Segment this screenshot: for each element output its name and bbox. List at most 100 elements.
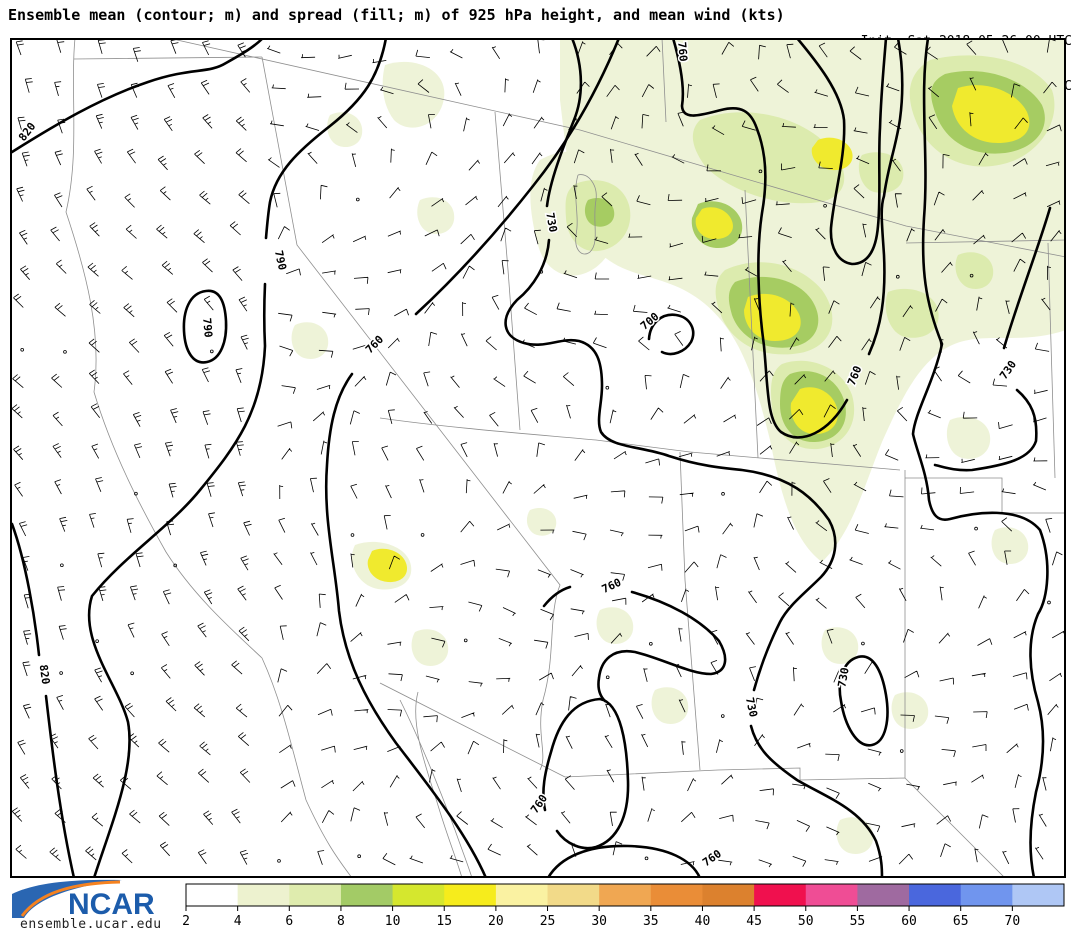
- coastline: [65, 38, 353, 878]
- colorbar-tick-label: 45: [746, 914, 762, 929]
- calm-wind-dot: [420, 533, 425, 537]
- calm-wind-dot: [60, 563, 64, 568]
- contour-730-ne: [933, 206, 1052, 472]
- contour-760-trough: [671, 38, 904, 439]
- contour-label-760: 760: [675, 41, 690, 62]
- contour-label-730: 730: [835, 666, 851, 688]
- colorbar-tick-label: 6: [285, 914, 293, 929]
- colorbar-tick-label: 35: [643, 914, 659, 929]
- map-border: [10, 38, 1066, 878]
- colorbar-cell: [289, 884, 342, 906]
- calm-wind-dot: [974, 526, 978, 531]
- colorbar-cell: [186, 884, 239, 906]
- contour-760-nw: [324, 38, 621, 878]
- colorbar-tick-label: 70: [1005, 914, 1021, 929]
- contour-label-760: 760: [700, 847, 724, 869]
- calm-wind-dot: [605, 385, 610, 390]
- calm-wind-dot: [683, 54, 688, 59]
- calm-wind-dot: [861, 641, 865, 646]
- colorbar-tick-label: 30: [591, 914, 607, 929]
- calm-wind-dot: [899, 749, 904, 753]
- colorbar-cell: [702, 884, 755, 906]
- contour-label-730: 730: [743, 696, 760, 718]
- ncar-logo-swoosh: [12, 879, 122, 918]
- colorbar-cell: [754, 884, 807, 906]
- colorbar-cell: [857, 884, 910, 906]
- calm-wind-dot: [355, 197, 360, 202]
- colorbar-tick-label: 15: [436, 914, 452, 929]
- colorbar-tick-label: 40: [695, 914, 711, 929]
- spread-colorbar: 2 4 6 8 10 15 20 25 30 35 40 45 50 55 60 65 70: [0, 880, 1080, 936]
- colorbar-border: [185, 883, 1065, 907]
- contour-label-700: 700: [638, 310, 662, 333]
- contour-label-760: 760: [600, 576, 624, 596]
- calm-wind-dot: [20, 347, 24, 352]
- calm-wind-dot: [896, 274, 900, 279]
- calm-wind-dot: [277, 859, 281, 863]
- height-contour-layer: [10, 38, 1052, 878]
- colorbar-tick-label: 2: [182, 914, 190, 929]
- colorbar-cell: [444, 884, 497, 906]
- contour-760-hairpin: [795, 38, 888, 266]
- ncar-logo-text: NCAR: [68, 888, 155, 920]
- state-lines-ca-nv: [261, 56, 561, 771]
- calm-wind-dot: [134, 491, 138, 496]
- calm-wind-dot: [95, 639, 99, 643]
- contour-820-west: [10, 522, 76, 878]
- colorbar-cell: [650, 884, 703, 906]
- calm-wind-dot: [63, 350, 67, 354]
- colorbar-tick-label: 65: [953, 914, 969, 929]
- colorbar-cell: [237, 884, 290, 906]
- spread-fill-layer: [291, 38, 1066, 854]
- ncar-logo-arc: [20, 880, 121, 917]
- contour-760-blob: [542, 697, 630, 850]
- colorbar-tick-label: 25: [540, 914, 556, 929]
- calm-wind-dot: [644, 856, 649, 861]
- colorbar-cell: [909, 884, 962, 906]
- colorbar-tick-label: 50: [798, 914, 814, 929]
- calm-wind-dot: [357, 854, 361, 859]
- calm-wind-dot: [969, 273, 974, 278]
- calm-wind-dot: [350, 533, 355, 537]
- calm-wind-dot: [463, 638, 468, 643]
- contour-760-bottom: [546, 844, 702, 878]
- colorbar-cell: [1012, 884, 1065, 906]
- contour-790-oval: [182, 289, 228, 364]
- colorbar-tick-label: 8: [337, 914, 345, 929]
- colorbar-cell: [805, 884, 858, 906]
- wind-barbs: [11, 38, 1066, 868]
- contour-730-loop: [838, 655, 889, 747]
- calm-wind-dot: [59, 671, 63, 675]
- colorbar-cell: [340, 884, 394, 906]
- colorbar-cell: [960, 884, 1013, 906]
- colorbar-tick-label: 20: [488, 914, 504, 929]
- page-title: Ensemble mean (contour; m) and spread (f…: [8, 6, 785, 24]
- calm-wind-dot: [1047, 600, 1051, 605]
- colorbar-cell: [495, 884, 549, 906]
- calm-wind-dot: [649, 641, 653, 646]
- colorbar-tick-label: 55: [850, 914, 866, 929]
- calm-wind-dot: [720, 714, 725, 718]
- contour-730-mid: [504, 38, 884, 878]
- gulf-of-california: [379, 682, 566, 878]
- ncar-logo[interactable]: NCAR: [10, 878, 180, 921]
- contour-700-hook: [647, 313, 695, 356]
- calm-wind-dot: [721, 492, 725, 496]
- contour-760-east: [911, 38, 1049, 878]
- colorbar-tick-label: 10: [385, 914, 401, 929]
- calm-wind-dot: [173, 563, 177, 568]
- contour-label-730: 730: [997, 358, 1019, 382]
- colorbar-tick-label: 60: [901, 914, 917, 929]
- contour-760-hook-south: [542, 585, 727, 703]
- contour-label-730: 730: [543, 211, 559, 233]
- site-url[interactable]: ensemble.ucar.edu: [20, 917, 162, 932]
- contour-790-long: [87, 38, 388, 878]
- colorbar-cell: [547, 884, 600, 906]
- calm-wind-dot: [605, 675, 610, 680]
- state-lines-four-corners: [679, 239, 1066, 778]
- wind-barb-layer: [11, 38, 1066, 868]
- mexico-border: [564, 767, 1006, 878]
- state-borders: [65, 38, 1066, 878]
- calm-wind-dot: [209, 349, 214, 354]
